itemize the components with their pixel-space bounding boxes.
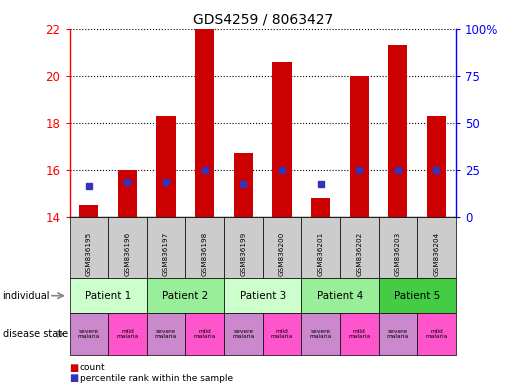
Text: ■: ■	[70, 363, 79, 373]
Text: severe
malaria: severe malaria	[310, 329, 332, 339]
Bar	[427, 116, 446, 217]
Text: percentile rank within the sample: percentile rank within the sample	[80, 374, 233, 383]
Text: GSM836204: GSM836204	[434, 232, 439, 276]
Text: Patient 5: Patient 5	[394, 291, 440, 301]
Bar	[234, 154, 253, 217]
Text: Patient 1: Patient 1	[85, 291, 131, 301]
Text: severe
malaria: severe malaria	[78, 329, 100, 339]
Text: GSM836196: GSM836196	[125, 232, 130, 276]
Text: GSM836197: GSM836197	[163, 232, 169, 276]
Bar	[350, 76, 369, 217]
Text: GSM836202: GSM836202	[356, 232, 362, 276]
Text: GSM836201: GSM836201	[318, 232, 323, 276]
Text: severe
malaria: severe malaria	[155, 329, 177, 339]
Text: Patient 2: Patient 2	[162, 291, 209, 301]
Bar	[195, 29, 214, 217]
Text: GSM836199: GSM836199	[241, 232, 246, 276]
Text: GSM836203: GSM836203	[395, 232, 401, 276]
Bar	[157, 116, 176, 217]
Text: ■: ■	[70, 373, 79, 383]
Title: GDS4259 / 8063427: GDS4259 / 8063427	[193, 12, 333, 26]
Text: disease state: disease state	[3, 329, 67, 339]
Bar	[79, 205, 98, 217]
Text: mild
malaria: mild malaria	[348, 329, 370, 339]
Text: Patient 3: Patient 3	[239, 291, 286, 301]
Text: mild
malaria: mild malaria	[271, 329, 293, 339]
Text: GSM836198: GSM836198	[202, 232, 208, 276]
Text: severe
malaria: severe malaria	[232, 329, 254, 339]
Text: individual: individual	[3, 291, 50, 301]
Bar	[272, 62, 291, 217]
Text: GSM836195: GSM836195	[86, 232, 92, 276]
Text: Patient 4: Patient 4	[317, 291, 363, 301]
Text: count: count	[80, 363, 106, 372]
Text: severe
malaria: severe malaria	[387, 329, 409, 339]
Text: mild
malaria: mild malaria	[194, 329, 216, 339]
Bar	[311, 198, 330, 217]
Text: mild
malaria: mild malaria	[425, 329, 448, 339]
Bar	[118, 170, 137, 217]
Bar	[388, 45, 407, 217]
Text: mild
malaria: mild malaria	[116, 329, 139, 339]
Text: GSM836200: GSM836200	[279, 232, 285, 276]
